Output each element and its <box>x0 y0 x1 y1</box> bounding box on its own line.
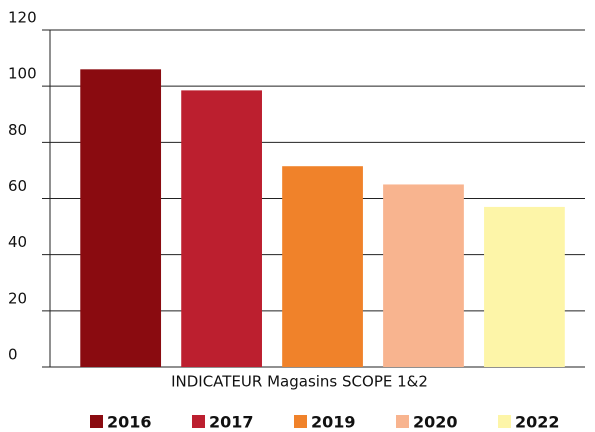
legend-swatch <box>498 415 511 428</box>
bar <box>383 184 464 367</box>
y-tick-label: 20 <box>8 289 27 307</box>
bar <box>181 90 262 368</box>
legend-swatch <box>90 415 103 428</box>
legend-label: 2016 <box>107 413 152 432</box>
y-tick-label: 100 <box>8 65 37 83</box>
bar <box>80 69 162 368</box>
bar <box>484 206 565 367</box>
legend-label: 2022 <box>515 413 560 432</box>
legend-swatch <box>396 415 409 428</box>
y-tick-label: 80 <box>8 121 27 139</box>
bar <box>282 166 363 367</box>
y-tick-label: 120 <box>8 9 37 27</box>
y-tick-label: 40 <box>8 233 27 251</box>
x-tick-label: INDICATEUR Magasins SCOPE 1&2 <box>171 373 428 391</box>
y-tick-label: 0 <box>8 346 18 364</box>
legend-swatch <box>294 415 307 428</box>
legend-label: 2020 <box>413 413 458 432</box>
y-tick-label: 60 <box>8 177 27 195</box>
legend-label: 2019 <box>311 413 356 432</box>
legend-label: 2017 <box>209 413 254 432</box>
legend-swatch <box>192 415 205 428</box>
